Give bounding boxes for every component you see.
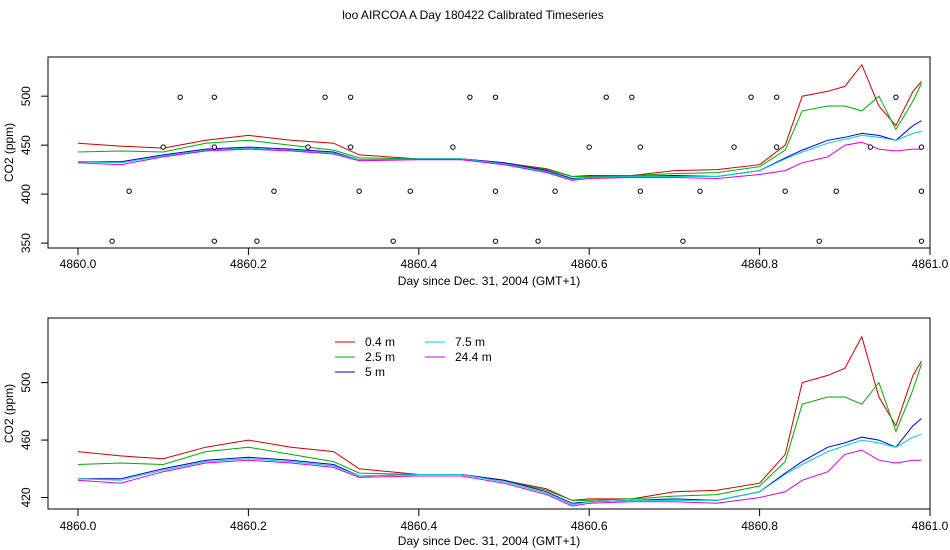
data-marker	[731, 144, 737, 150]
data-marker	[680, 238, 686, 244]
x-tick-label: 4860.2	[230, 519, 267, 533]
data-marker	[697, 188, 703, 194]
data-marker	[177, 94, 183, 100]
data-marker	[126, 188, 132, 194]
chart-title: loo AIRCOA A Day 180422 Calibrated Times…	[342, 8, 603, 22]
x-tick-label: 4861.0	[912, 519, 949, 533]
data-marker	[450, 144, 456, 150]
legend-label: 0.4 m	[365, 335, 395, 349]
data-marker	[918, 188, 925, 194]
x-tick-label: 4860.6	[571, 257, 608, 271]
data-marker	[782, 188, 788, 194]
data-marker	[390, 238, 396, 244]
series-line-0-4-m	[77, 335, 922, 501]
series-line-7-5-m	[77, 433, 922, 506]
data-marker	[492, 238, 499, 244]
legend-label: 7.5 m	[455, 335, 485, 349]
data-marker	[109, 238, 115, 244]
data-marker	[918, 238, 925, 244]
series-line-5-m	[78, 120, 922, 180]
plot-frame-1	[47, 56, 931, 249]
data-marker	[322, 94, 328, 100]
y-tick-label: 420	[19, 487, 33, 507]
series-line-7-5-m	[77, 130, 922, 180]
x-tick-label: 4860.8	[741, 519, 778, 533]
data-marker	[407, 188, 413, 194]
y-tick-label: 450	[19, 135, 33, 155]
x-tick-label: 4860.0	[60, 519, 97, 533]
y-axis-label: CO2 (ppm)	[2, 384, 16, 443]
series-line-24-4-m	[77, 141, 922, 181]
data-marker	[211, 144, 218, 150]
data-marker	[603, 94, 609, 100]
x-tick-label: 4861.0	[912, 257, 949, 271]
legend-label: 24.4 m	[455, 350, 492, 364]
series-line-5-m	[78, 418, 922, 504]
x-tick-label: 4860.0	[60, 257, 97, 271]
data-marker	[492, 188, 499, 194]
data-marker	[347, 94, 354, 100]
series-line-2-5-m	[77, 83, 922, 177]
data-marker	[552, 188, 558, 194]
data-marker	[211, 238, 218, 244]
data-marker	[748, 94, 754, 100]
data-marker	[637, 144, 644, 150]
data-marker	[586, 144, 592, 150]
data-marker	[629, 94, 635, 100]
y-tick-label: 350	[19, 233, 33, 253]
data-marker	[893, 94, 899, 100]
data-marker	[211, 94, 218, 100]
data-marker	[816, 238, 822, 244]
series-line-2-5-m	[77, 363, 922, 501]
data-marker	[637, 188, 644, 194]
data-marker	[867, 144, 874, 150]
y-tick-label: 460	[19, 430, 33, 450]
data-marker	[833, 188, 839, 194]
x-axis-label: Day since Dec. 31, 2004 (GMT+1)	[398, 534, 580, 548]
data-marker	[271, 188, 277, 194]
data-marker	[347, 144, 354, 150]
data-marker	[773, 94, 780, 100]
x-tick-label: 4860.4	[400, 519, 437, 533]
legend-label: 5 m	[365, 365, 385, 379]
data-marker	[492, 94, 499, 100]
data-marker	[254, 238, 260, 244]
data-marker	[773, 144, 780, 150]
data-marker	[535, 238, 541, 244]
y-tick-label: 400	[19, 184, 33, 204]
y-axis-label: CO2 (ppm)	[2, 123, 16, 182]
series-line-24-4-m	[77, 449, 922, 507]
x-tick-label: 4860.2	[230, 257, 267, 271]
x-axis-label: Day since Dec. 31, 2004 (GMT+1)	[398, 274, 580, 288]
data-marker	[467, 94, 473, 100]
y-tick-label: 500	[19, 86, 33, 106]
plot-frame-2	[47, 317, 931, 510]
x-tick-label: 4860.6	[571, 519, 608, 533]
data-marker	[305, 144, 311, 150]
data-marker	[356, 188, 362, 194]
data-marker	[918, 144, 925, 150]
y-tick-label: 500	[19, 372, 33, 392]
x-tick-label: 4860.4	[400, 257, 437, 271]
x-tick-label: 4860.8	[741, 257, 778, 271]
legend-label: 2.5 m	[365, 350, 395, 364]
series-line-0-4-m	[77, 63, 922, 178]
data-marker	[160, 144, 166, 150]
